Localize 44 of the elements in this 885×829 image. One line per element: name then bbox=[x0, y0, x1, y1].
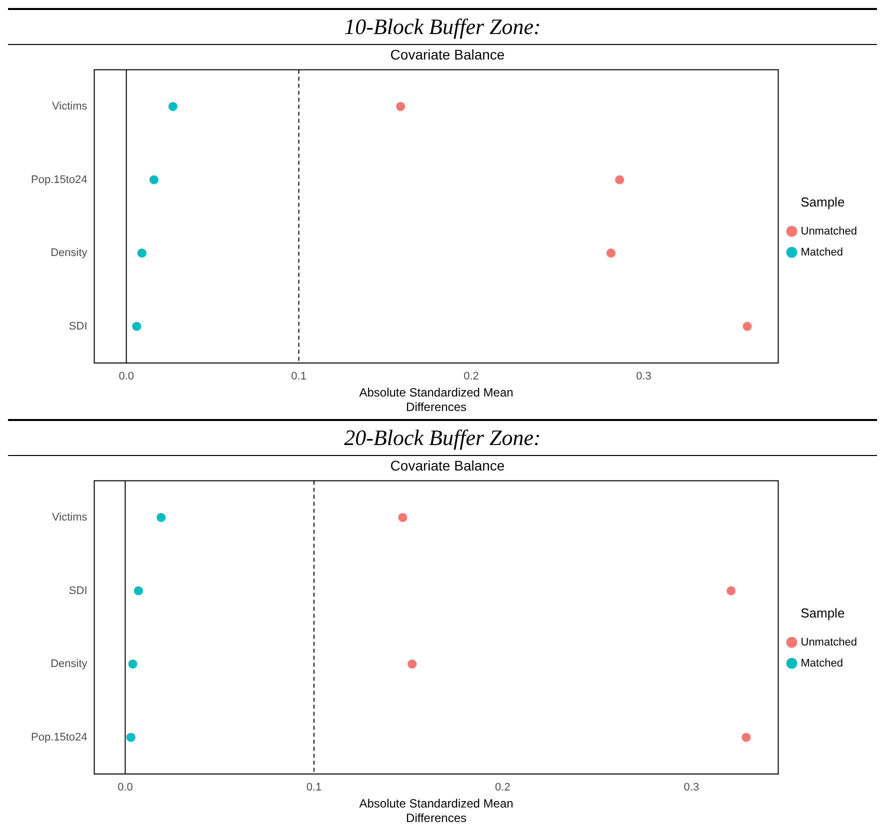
point bbox=[742, 732, 751, 742]
point bbox=[398, 512, 408, 522]
point bbox=[615, 175, 624, 184]
legend-label: Unmatched bbox=[800, 636, 858, 648]
point bbox=[149, 175, 158, 184]
legend-label: Matched bbox=[800, 246, 843, 258]
point bbox=[168, 102, 178, 111]
point bbox=[132, 322, 142, 331]
x-tick-label: 0.0 bbox=[118, 782, 133, 794]
x-tick-label: 0.2 bbox=[464, 370, 479, 383]
point bbox=[134, 586, 143, 596]
x-tick-label: 0.0 bbox=[118, 370, 134, 383]
point bbox=[396, 102, 406, 111]
y-tick-label: Density bbox=[50, 658, 88, 670]
point bbox=[606, 248, 616, 258]
y-tick-label: Pop.15to24 bbox=[30, 731, 88, 744]
point bbox=[128, 660, 138, 669]
text: 10-Block Buffer Zone: bbox=[8, 8, 877, 45]
y-tick-label: Pop.15to24 bbox=[30, 174, 88, 186]
legend-label: Matched bbox=[800, 657, 843, 670]
text: 20-Block Buffer Zone: bbox=[8, 419, 877, 456]
y-tick-label: Density bbox=[50, 247, 88, 260]
point bbox=[742, 322, 752, 331]
x-axis-title: Absolute Standardized Mean Differences bbox=[359, 386, 514, 414]
chart-title: Covariate Balance bbox=[390, 457, 505, 474]
point bbox=[126, 732, 136, 742]
x-tick-label: 0.3 bbox=[636, 370, 652, 383]
x-tick-label: 0.1 bbox=[306, 782, 322, 794]
legend-title: Sample bbox=[800, 194, 845, 210]
legend-label: Unmatched bbox=[800, 225, 858, 238]
x-tick-label: 0.2 bbox=[495, 782, 510, 794]
y-tick-label: SDI bbox=[68, 584, 88, 597]
point bbox=[156, 512, 166, 522]
legend-title: Sample bbox=[800, 605, 845, 620]
chart-title: Covariate Balance bbox=[390, 46, 505, 62]
point bbox=[137, 248, 146, 258]
x-tick-label: 0.1 bbox=[291, 370, 306, 383]
y-tick-label: Victims bbox=[52, 100, 88, 112]
point bbox=[408, 660, 417, 669]
point bbox=[726, 586, 736, 596]
x-tick-label: 0.3 bbox=[684, 782, 700, 794]
y-tick-label: Victims bbox=[52, 511, 88, 524]
x-axis-title: Absolute Standardized Mean Differences bbox=[359, 796, 514, 826]
y-tick-label: SDI bbox=[68, 320, 88, 332]
